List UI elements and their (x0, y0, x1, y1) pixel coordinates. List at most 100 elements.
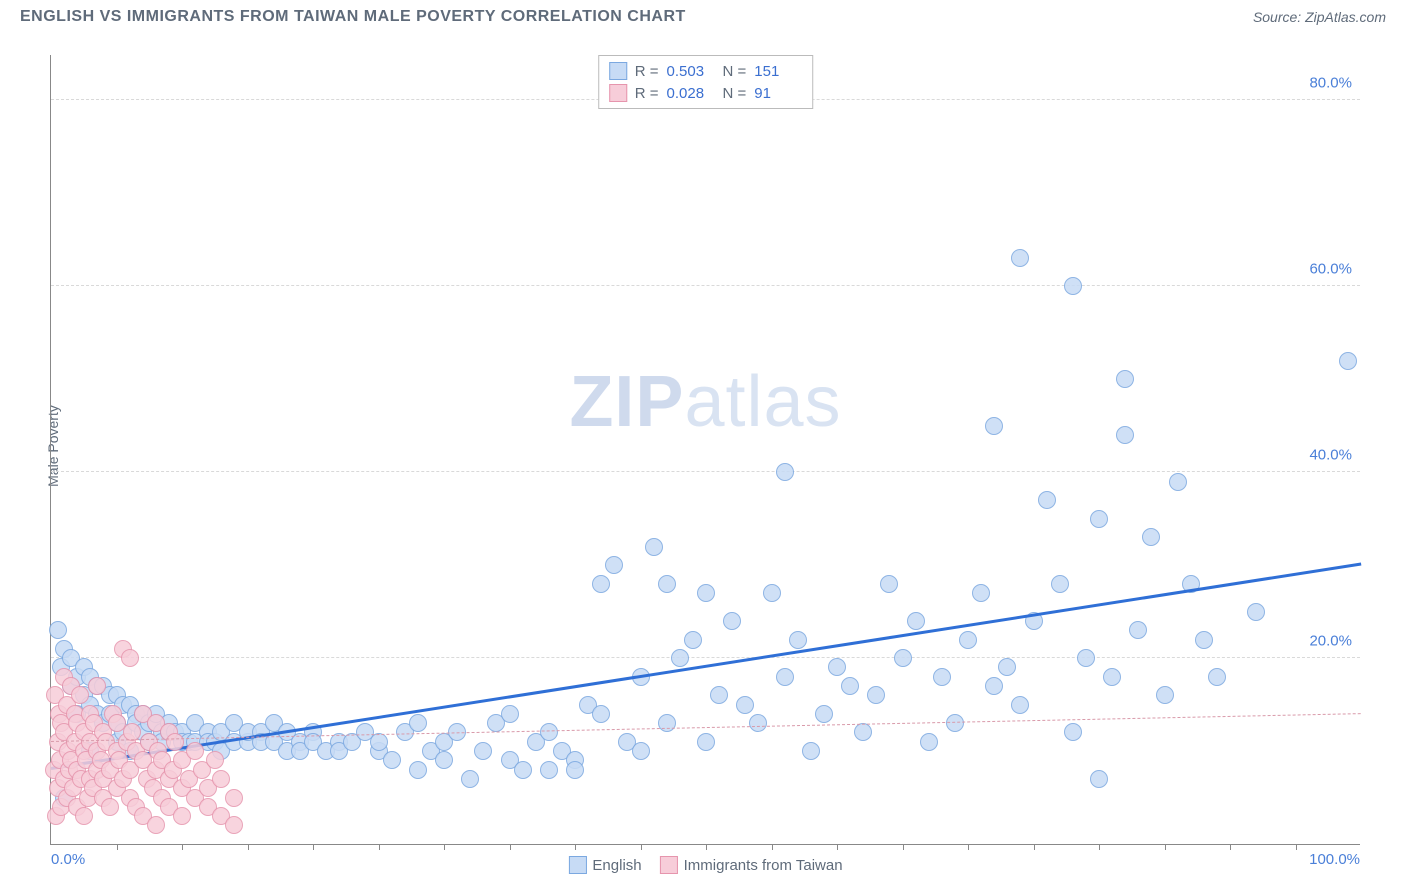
data-point (71, 686, 89, 704)
data-point (409, 761, 427, 779)
data-point (49, 621, 67, 639)
x-minor-tick (1296, 844, 1297, 850)
data-point (225, 816, 243, 834)
x-minor-tick (510, 844, 511, 850)
swatch-english (609, 62, 627, 80)
data-point (121, 649, 139, 667)
data-point (789, 631, 807, 649)
data-point (985, 677, 1003, 695)
data-point (383, 751, 401, 769)
x-minor-tick (182, 844, 183, 850)
data-point (998, 658, 1016, 676)
data-point (736, 696, 754, 714)
x-minor-tick (706, 844, 707, 850)
swatch-taiwan (609, 84, 627, 102)
data-point (1129, 621, 1147, 639)
x-minor-tick (1034, 844, 1035, 850)
data-point (841, 677, 859, 695)
data-point (828, 658, 846, 676)
data-point (1064, 277, 1082, 295)
source-attribution: Source: ZipAtlas.com (1253, 9, 1386, 25)
legend-series: English Immigrants from Taiwan (562, 856, 848, 874)
data-point (920, 733, 938, 751)
data-point (894, 649, 912, 667)
data-point (166, 733, 184, 751)
data-point (658, 575, 676, 593)
gridline (51, 285, 1360, 286)
y-tick-label: 40.0% (1309, 447, 1352, 464)
swatch-english (568, 856, 586, 874)
x-minor-tick (641, 844, 642, 850)
data-point (880, 575, 898, 593)
legend-item-taiwan: Immigrants from Taiwan (660, 856, 843, 874)
legend-label-english: English (592, 857, 641, 874)
data-point (566, 761, 584, 779)
data-point (972, 584, 990, 602)
x-minor-tick (837, 844, 838, 850)
x-tick-label: 100.0% (1309, 851, 1360, 868)
x-minor-tick (117, 844, 118, 850)
scatter-chart: ZIPatlas R = 0.503 N = 151 R = 0.028 N =… (50, 55, 1360, 845)
data-point (959, 631, 977, 649)
data-point (632, 742, 650, 760)
data-point (645, 538, 663, 556)
data-point (1038, 491, 1056, 509)
stat-label-n: N = (723, 63, 747, 80)
data-point (1090, 770, 1108, 788)
x-tick-label: 0.0% (51, 851, 85, 868)
legend-stats: R = 0.503 N = 151 R = 0.028 N = 91 (598, 55, 814, 109)
legend-stats-row-taiwan: R = 0.028 N = 91 (609, 82, 803, 104)
legend-stats-row-english: R = 0.503 N = 151 (609, 60, 803, 82)
data-point (1169, 473, 1187, 491)
data-point (723, 612, 741, 630)
stat-value-r-english: 0.503 (667, 63, 715, 80)
x-minor-tick (1165, 844, 1166, 850)
data-point (540, 761, 558, 779)
data-point (854, 723, 872, 741)
data-point (1156, 686, 1174, 704)
stat-value-n-taiwan: 91 (754, 85, 802, 102)
data-point (1090, 510, 1108, 528)
data-point (592, 575, 610, 593)
data-point (1116, 370, 1134, 388)
data-point (370, 733, 388, 751)
data-point (907, 612, 925, 630)
data-point (710, 686, 728, 704)
data-point (501, 705, 519, 723)
data-point (985, 417, 1003, 435)
data-point (1011, 249, 1029, 267)
data-point (776, 463, 794, 481)
data-point (697, 584, 715, 602)
data-point (1116, 426, 1134, 444)
data-point (474, 742, 492, 760)
x-minor-tick (772, 844, 773, 850)
x-minor-tick (1099, 844, 1100, 850)
gridline (51, 471, 1360, 472)
stat-label-r: R = (635, 63, 659, 80)
data-point (1195, 631, 1213, 649)
data-point (514, 761, 532, 779)
data-point (815, 705, 833, 723)
data-point (1051, 575, 1069, 593)
data-point (75, 807, 93, 825)
x-minor-tick (379, 844, 380, 850)
data-point (435, 751, 453, 769)
data-point (605, 556, 623, 574)
x-minor-tick (444, 844, 445, 850)
data-point (225, 789, 243, 807)
chart-title: ENGLISH VS IMMIGRANTS FROM TAIWAN MALE P… (20, 8, 686, 26)
gridline (51, 657, 1360, 658)
data-point (206, 751, 224, 769)
swatch-taiwan (660, 856, 678, 874)
data-point (763, 584, 781, 602)
data-point (933, 668, 951, 686)
data-point (1339, 352, 1357, 370)
data-point (867, 686, 885, 704)
stat-label-n: N = (723, 85, 747, 102)
legend-item-english: English (568, 856, 641, 874)
data-point (946, 714, 964, 732)
stat-label-r: R = (635, 85, 659, 102)
data-point (186, 742, 204, 760)
data-point (540, 723, 558, 741)
data-point (1247, 603, 1265, 621)
